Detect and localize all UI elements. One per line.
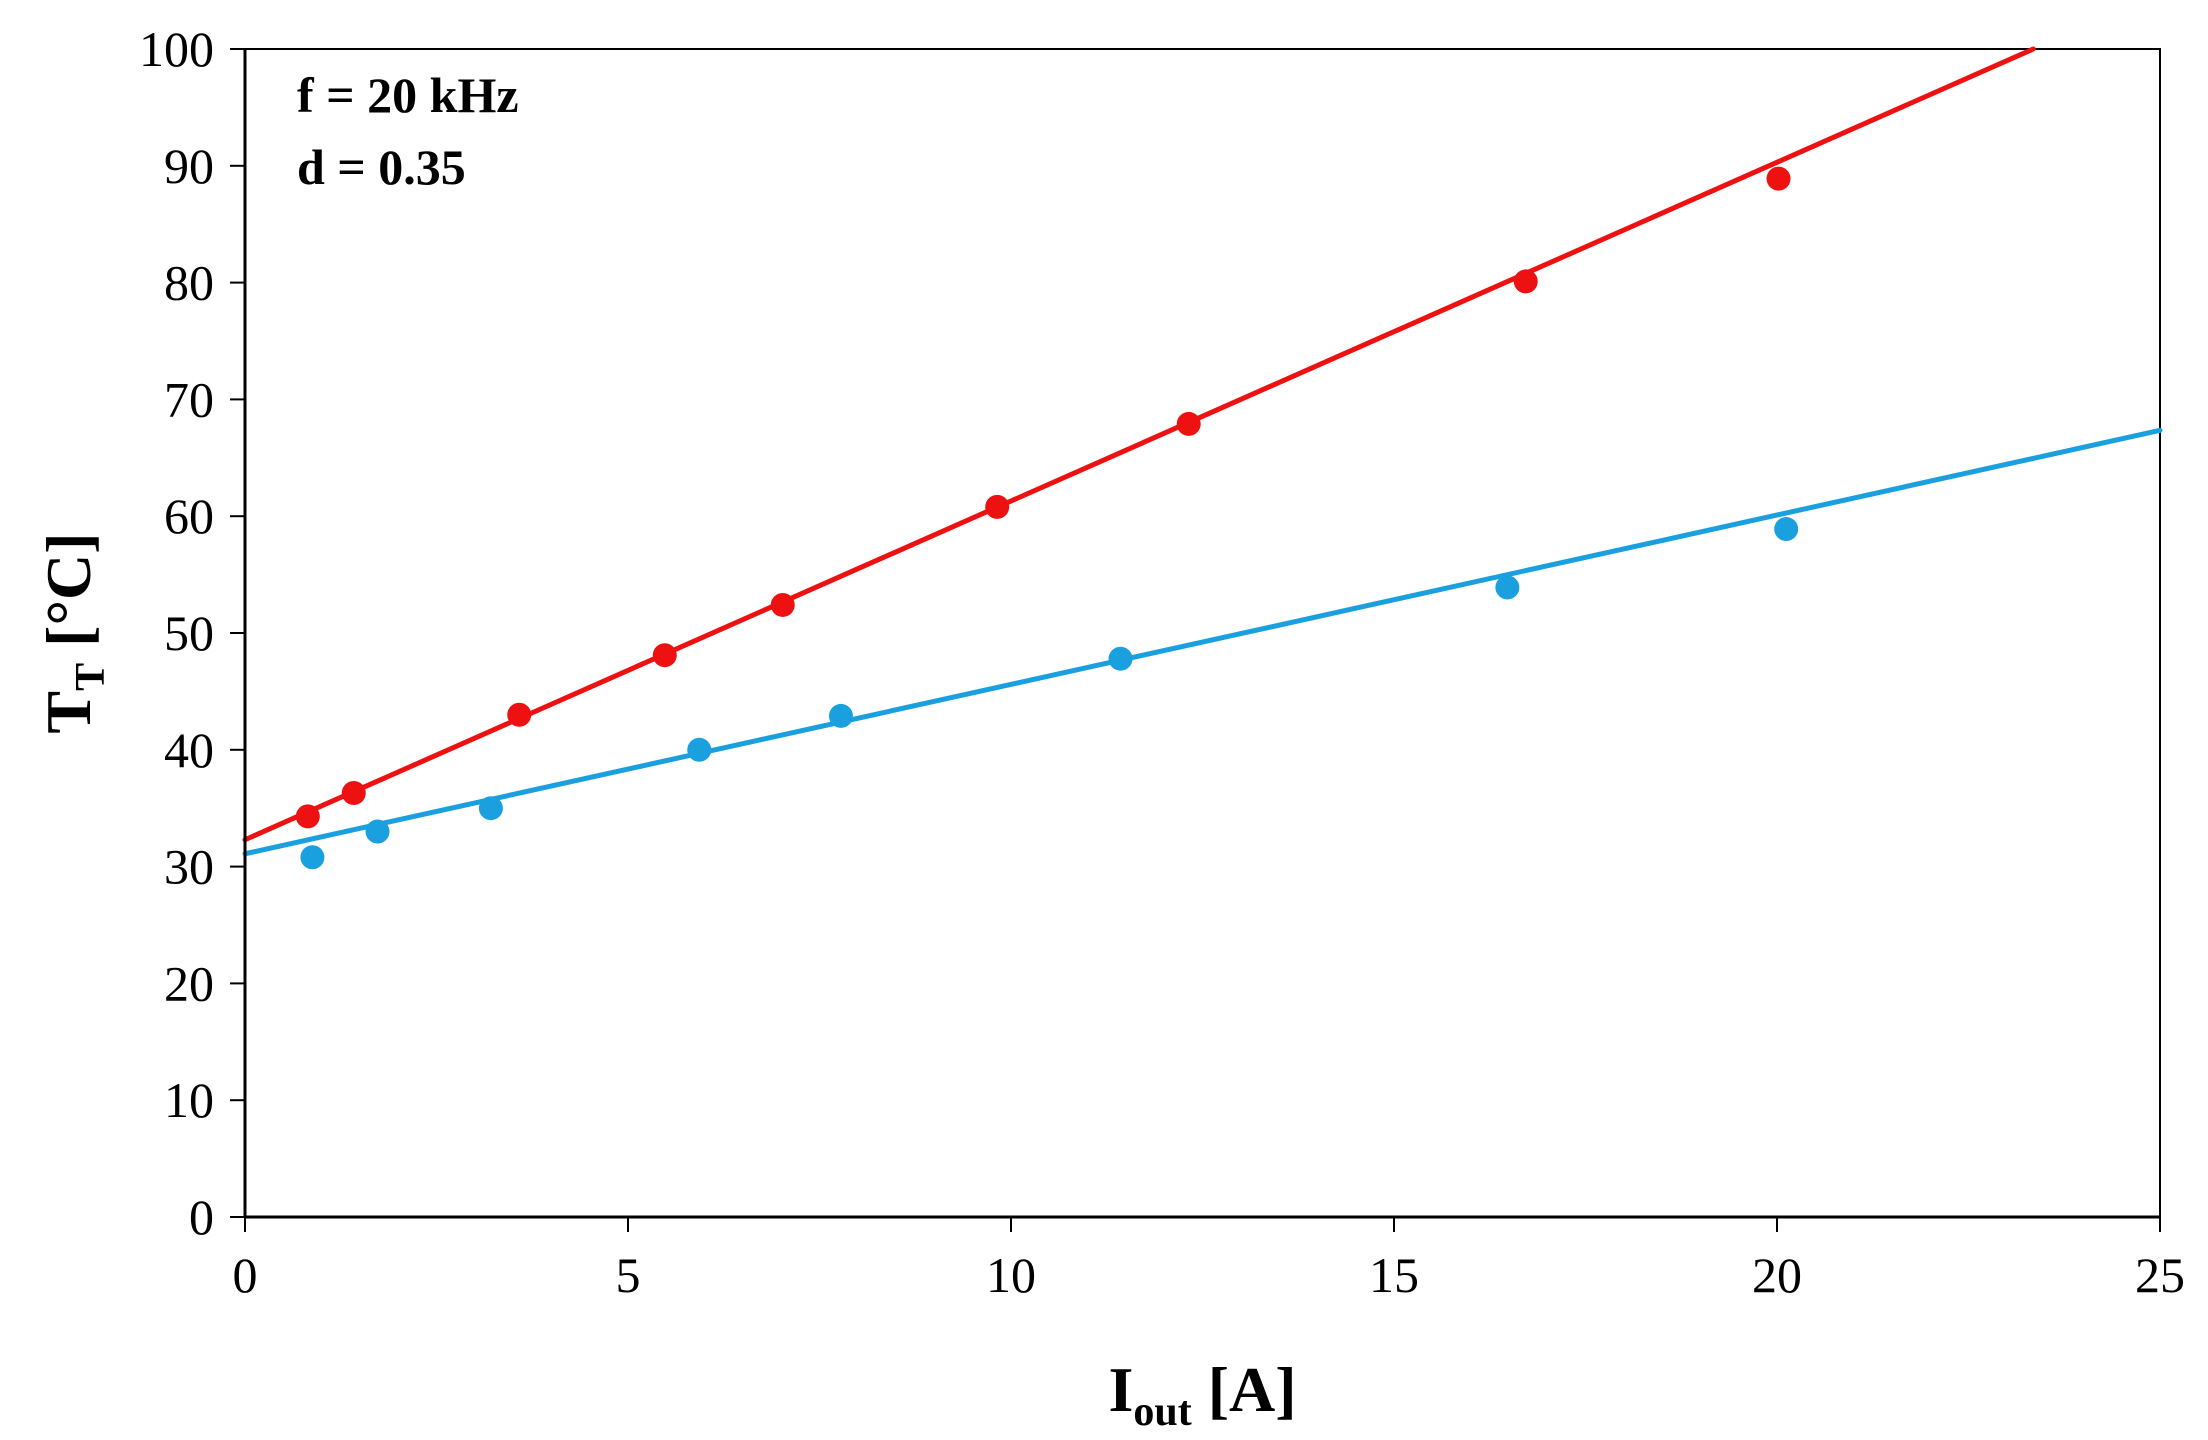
blue-series-point (1774, 517, 1799, 542)
annotations: f = 20 kHz d = 0.35 (297, 67, 519, 195)
red-series-point (1513, 269, 1538, 294)
plot-area (244, 48, 2161, 1218)
red-series-point (507, 702, 532, 727)
red-series-point (652, 643, 677, 668)
y-tick-label: 60 (164, 488, 214, 544)
x-tick-label: 25 (2135, 1247, 2185, 1303)
red-series-trendline (242, 46, 2036, 843)
y-tick-label: 50 (164, 605, 214, 661)
x-tick-label: 20 (1752, 1247, 1802, 1303)
y-axis-title-main: T (33, 691, 104, 734)
axes (230, 48, 2161, 1232)
x-tick-label: 0 (233, 1247, 258, 1303)
y-tick-label: 100 (139, 21, 214, 77)
y-axis-title: TT [°C] (33, 532, 114, 733)
red-series-point (1766, 166, 1791, 191)
y-tick-label: 0 (189, 1189, 214, 1245)
annotation-1: f = 20 kHz (297, 67, 519, 123)
x-axis-title-main: I (1108, 1354, 1133, 1425)
y-tick-label: 10 (164, 1072, 214, 1128)
blue-series-trendline (242, 427, 2163, 857)
red-series-point (341, 781, 366, 806)
blue-series-point (1108, 646, 1133, 671)
y-tick-label: 30 (164, 839, 214, 895)
y-tick-label: 70 (164, 371, 214, 427)
y-axis-title-unit: [°C] (33, 532, 104, 662)
blue-series-point (828, 703, 853, 728)
blue-series-point (687, 737, 712, 762)
annotation-2: d = 0.35 (297, 139, 466, 195)
red-series-point (985, 494, 1010, 519)
x-tick-label: 10 (986, 1247, 1036, 1303)
data-points (295, 166, 1799, 870)
blue-series-point (478, 796, 503, 821)
trendlines (242, 46, 2163, 857)
red-series-point (1176, 411, 1201, 436)
axis-titles: Iout [A] TT [°C] (33, 532, 1297, 1435)
x-axis-title-sub: out (1133, 1389, 1191, 1435)
y-tick-label: 20 (164, 955, 214, 1011)
y-tick-label: 90 (164, 138, 214, 194)
x-axis-title: Iout [A] (1108, 1354, 1296, 1435)
red-series-point (295, 804, 320, 829)
y-tick-label: 40 (164, 722, 214, 778)
x-axis-title-unit: [A] (1192, 1354, 1297, 1425)
blue-series-point (365, 819, 390, 844)
y-axis-title-sub: T (68, 663, 114, 691)
plot-frame (244, 48, 2161, 1218)
x-tick-label: 5 (616, 1247, 641, 1303)
red-series-point (770, 592, 795, 617)
blue-series-point (1495, 575, 1520, 600)
tick-labels: 0 10 20 30 40 50 60 70 80 90 100 0 5 10 15 20 25 (139, 21, 2185, 1303)
blue-series-point (300, 845, 325, 870)
y-tick-label: 80 (164, 255, 214, 311)
x-tick-label: 15 (1369, 1247, 1419, 1303)
